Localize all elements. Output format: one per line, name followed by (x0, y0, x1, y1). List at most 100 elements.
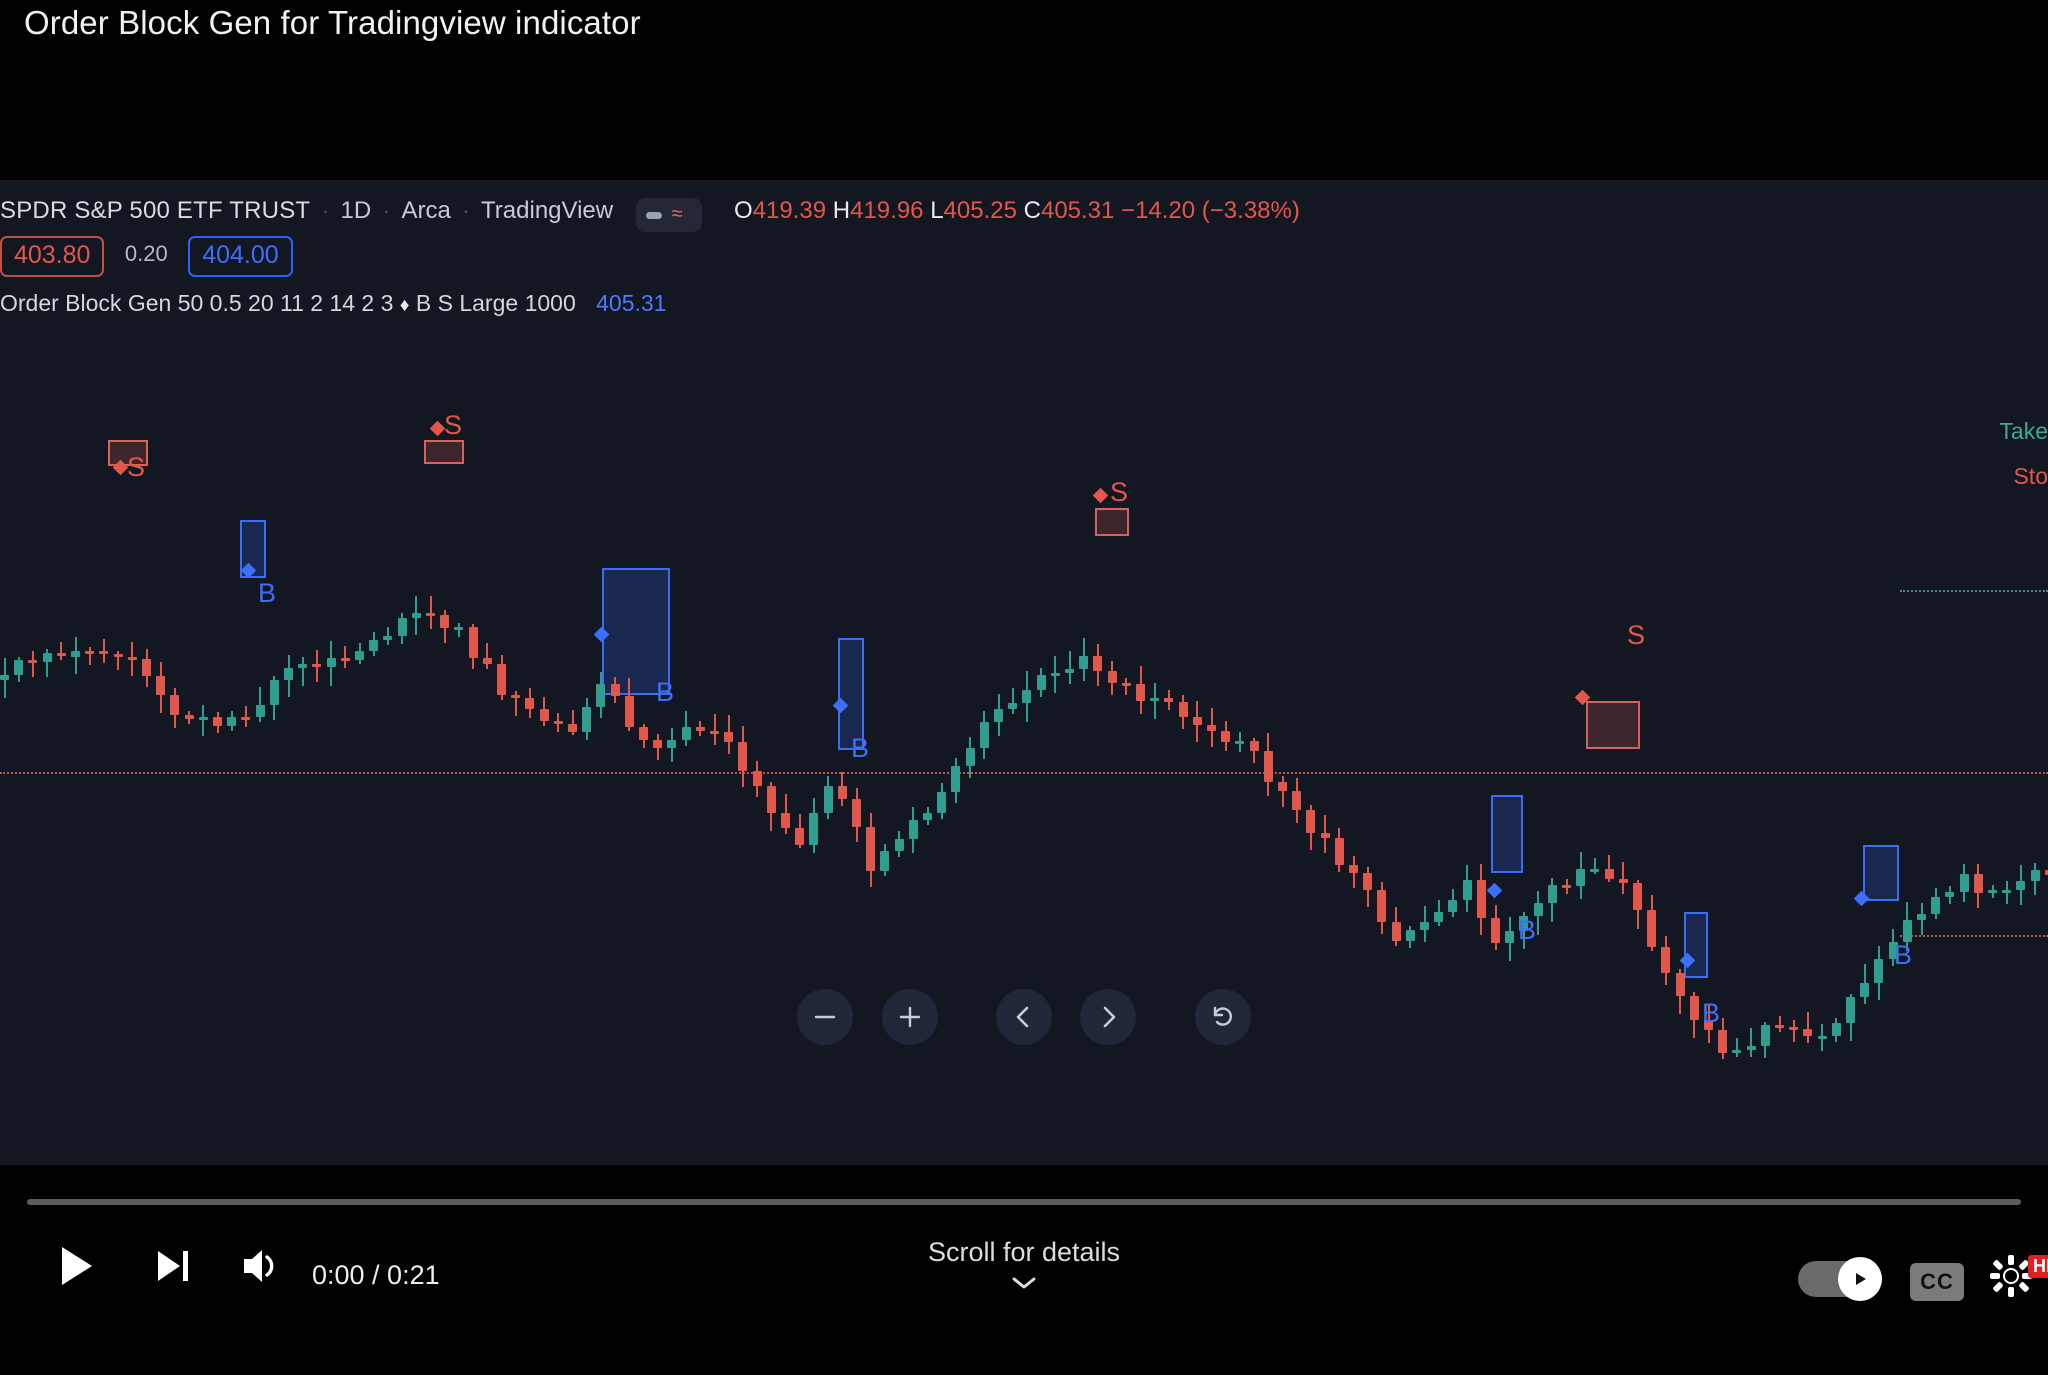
zoom-out-button[interactable] (797, 989, 854, 1045)
candle-body (1732, 1050, 1742, 1054)
candle-wick (1608, 855, 1611, 882)
candle-wick (259, 687, 262, 722)
candle-body (497, 664, 506, 696)
candle-body (1306, 810, 1316, 834)
chart-source: TradingView (481, 197, 614, 224)
candlestick (113, 650, 123, 670)
autoplay-toggle[interactable] (1798, 1257, 1882, 1301)
candle-wick (1281, 776, 1284, 807)
candle-body (795, 828, 805, 845)
candlestick (142, 648, 151, 687)
candle-body (923, 812, 932, 821)
candle-body (1192, 717, 1202, 725)
candle-body (894, 838, 904, 851)
candlestick (1689, 991, 1699, 1039)
candlestick (724, 714, 734, 755)
tradingview-chart[interactable]: SPDR S&P 500 ETF TRUST · 1D · Arca · Tra… (0, 180, 2048, 1165)
candle-body (1959, 873, 1969, 892)
candlestick (1562, 879, 1571, 895)
subtitles-button[interactable]: CC (1910, 1263, 1964, 1301)
candlestick (170, 688, 180, 728)
candlestick (1547, 877, 1557, 923)
scroll-right-button[interactable] (1080, 989, 1137, 1045)
candle-wick (571, 709, 574, 735)
candle-body (582, 706, 592, 732)
candlestick (1860, 964, 1870, 1005)
stop-loss-level-line (0, 772, 2048, 774)
bid-price-badge[interactable]: 403.80 (0, 236, 105, 277)
candle-wick (344, 645, 347, 668)
play-button[interactable] (58, 1245, 96, 1292)
sell-signal-label: S (444, 410, 463, 440)
candlestick (1420, 905, 1429, 942)
candle-body (397, 617, 407, 636)
candle-wick (31, 650, 34, 678)
candlestick (511, 690, 521, 716)
candle-body (1178, 701, 1188, 718)
buy-order-block (1491, 795, 1523, 873)
candle-body (1633, 882, 1642, 911)
candle-body (383, 635, 393, 640)
chart-style-badge[interactable]: ≈ (635, 198, 702, 232)
candle-body (724, 732, 734, 742)
progress-bar[interactable] (27, 1199, 2021, 1205)
candle-body (1704, 1020, 1713, 1030)
candle-body (1036, 674, 1046, 690)
ohlc-o-label: O (734, 197, 753, 224)
candlestick (1902, 902, 1912, 951)
candle-body (156, 676, 166, 695)
candle-wick (1806, 1011, 1809, 1043)
buy-signal-diamond (1486, 882, 1503, 899)
candle-body (1434, 911, 1444, 922)
candlestick (1136, 666, 1145, 715)
next-video-button[interactable] (154, 1245, 192, 1292)
settings-button[interactable]: HD (1988, 1253, 2048, 1309)
sell-signal-label: S (1110, 477, 1129, 507)
zoom-in-button[interactable] (881, 989, 938, 1045)
quote-row: 403.80 0.20 404.00 (0, 236, 293, 277)
candle-body (1008, 702, 1018, 710)
candle-wick (713, 714, 716, 746)
reset-chart-button[interactable] (1194, 989, 1251, 1045)
candlestick (766, 782, 776, 832)
symbol-name[interactable]: SPDR S&P 500 ETF TRUST (0, 197, 311, 224)
scroll-left-button[interactable] (996, 989, 1052, 1045)
candlestick (1391, 906, 1401, 947)
candle-body (880, 850, 890, 872)
candle-body (979, 722, 989, 748)
scroll-for-details[interactable]: Scroll for details (0, 1237, 2048, 1290)
candlestick (1079, 638, 1089, 682)
candle-body (227, 717, 237, 726)
candlestick (994, 694, 1003, 736)
candle-body (1476, 880, 1486, 919)
candlestick (184, 711, 194, 725)
candle-body (255, 704, 265, 718)
ask-price-badge[interactable]: 404.00 (188, 236, 293, 277)
candle-body (837, 786, 847, 799)
play-icon (1856, 1273, 1866, 1285)
candlestick (568, 709, 577, 735)
candlestick (1789, 1020, 1799, 1042)
candlestick (1491, 904, 1500, 950)
indicator-tags: B S Large 1000 (415, 290, 576, 316)
candle-body (0, 675, 9, 680)
candlestick (411, 595, 421, 636)
mute-button[interactable] (240, 1245, 284, 1292)
candlestick (482, 642, 492, 670)
candle-body (1462, 880, 1472, 901)
candle-body (1760, 1024, 1770, 1046)
candlestick (255, 687, 265, 722)
candlestick (639, 724, 648, 749)
candle-body (624, 696, 634, 728)
indicator-legend[interactable]: Order Block Gen 50 0.5 20 11 2 14 2 3 ♦ … (0, 290, 666, 324)
sell-order-block (1095, 508, 1129, 536)
candlestick (284, 655, 293, 697)
candlestick (752, 761, 762, 798)
candle-wick (244, 706, 247, 728)
chart-interval[interactable]: 1D (340, 197, 372, 224)
candle-wick (102, 639, 105, 663)
candle-body (99, 651, 109, 655)
candlestick (497, 655, 506, 701)
candle-body (142, 658, 151, 677)
candlestick (894, 831, 904, 858)
